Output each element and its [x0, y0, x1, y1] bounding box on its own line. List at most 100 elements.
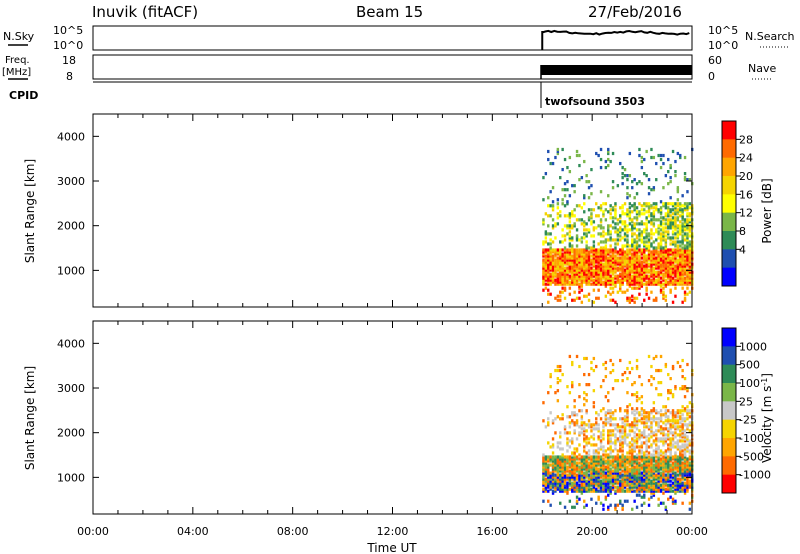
heatmap-cell [667, 477, 670, 481]
heatmap-cell [559, 252, 562, 256]
heatmap-cell [676, 188, 680, 192]
heatmap-cell [635, 421, 639, 425]
heatmap-cell [645, 485, 648, 489]
heatmap-cell [655, 264, 658, 268]
heatmap-cell [611, 266, 615, 270]
heatmap-cell [631, 258, 634, 262]
time-tick-label: 00:00 [676, 525, 708, 538]
heatmap-cell [662, 232, 665, 236]
heatmap-cell [549, 214, 552, 218]
heatmap-cell [583, 264, 586, 268]
heatmap-cell [597, 495, 600, 499]
heatmap-cell [643, 272, 646, 276]
heatmap-cell [650, 278, 653, 282]
heatmap-cell [573, 413, 576, 417]
heatmap-cell [590, 487, 593, 491]
heatmap-cell [626, 467, 629, 471]
heatmap-cell [547, 224, 550, 228]
heatmap-cell [566, 459, 569, 463]
heatmap-cell [551, 475, 555, 479]
heatmap-cell [664, 240, 668, 244]
heatmap-cell [559, 250, 562, 254]
heatmap-cell [566, 254, 569, 258]
heatmap-cell [664, 427, 668, 431]
heatmap-cell [679, 244, 682, 248]
heatmap-cell [547, 471, 550, 475]
heatmap-cell [647, 465, 651, 469]
heatmap-cell [571, 467, 574, 471]
heatmap-cell [683, 395, 687, 399]
heatmap-cell [683, 435, 687, 439]
heatmap-cell [587, 270, 591, 274]
heatmap-cell [686, 405, 689, 409]
heatmap-cell [542, 487, 545, 491]
heatmap-cell [563, 182, 567, 186]
heatmap-cell [590, 254, 593, 258]
heatmap-cell [592, 248, 596, 252]
heatmap-cell [671, 216, 675, 220]
heatmap-cell [592, 467, 596, 471]
heatmap-cell [568, 483, 572, 487]
heatmap-cell [659, 153, 663, 158]
heatmap-cell [590, 248, 593, 252]
heatmap-cell [638, 374, 641, 379]
heatmap-cell [664, 415, 668, 419]
heatmap-cell [561, 455, 564, 459]
heatmap-cell [542, 453, 545, 457]
heatmap-cell [633, 409, 636, 413]
heatmap-cell [686, 206, 689, 210]
heatmap-cell [563, 252, 567, 256]
heatmap-cell [652, 407, 656, 411]
heatmap-cell [631, 437, 634, 441]
heatmap-cell [647, 489, 651, 493]
heatmap-cell [587, 208, 591, 212]
heatmap-cell [638, 487, 641, 491]
heatmap-cell [676, 270, 680, 274]
heatmap-cell [568, 270, 572, 274]
heatmap-cell [623, 461, 627, 465]
heatmap-cell [578, 274, 581, 278]
heatmap-cell [647, 451, 651, 455]
heatmap-cell [686, 362, 689, 367]
heatmap-cell [614, 443, 617, 447]
heatmap-cell [602, 274, 605, 278]
heatmap-cell [681, 240, 684, 244]
heatmap-cell [628, 425, 632, 429]
heatmap-cell [650, 455, 653, 459]
heatmap-cell [592, 405, 596, 409]
heatmap-cell [669, 248, 672, 252]
heatmap-cell [681, 210, 684, 214]
heatmap-cell [619, 216, 622, 220]
heatmap-cell [650, 254, 653, 258]
heatmap-cell [643, 469, 646, 473]
heatmap-cell [645, 264, 648, 268]
heatmap-cell [549, 260, 552, 264]
heatmap-cell [590, 214, 593, 218]
heatmap-cell [595, 455, 598, 459]
heatmap-cell [686, 280, 689, 284]
heatmap-cell [643, 473, 646, 477]
heatmap-cell [645, 274, 648, 278]
heatmap-cell [674, 282, 677, 286]
heatmap-cell [547, 481, 550, 485]
heatmap-cell [626, 423, 629, 427]
velocity-x-ticks [92, 321, 693, 514]
heatmap-cell [688, 272, 692, 276]
heatmap-cell [671, 489, 675, 493]
heatmap-cell [638, 471, 641, 475]
heatmap-cell [604, 497, 608, 501]
heatmap-cell [640, 268, 644, 272]
heatmap-cell [609, 411, 612, 415]
heatmap-cell [573, 224, 576, 228]
heatmap-cell [667, 206, 670, 210]
heatmap-cell [607, 151, 610, 156]
heatmap-cell [667, 224, 670, 228]
heatmap-cell [580, 459, 584, 463]
heatmap-cell [609, 467, 612, 471]
heatmap-cell [607, 163, 610, 168]
heatmap-cell [635, 272, 639, 276]
heatmap-cell [655, 455, 658, 459]
heatmap-cell [556, 149, 560, 154]
heatmap-cell [650, 204, 653, 208]
heatmap-cell [679, 483, 682, 487]
